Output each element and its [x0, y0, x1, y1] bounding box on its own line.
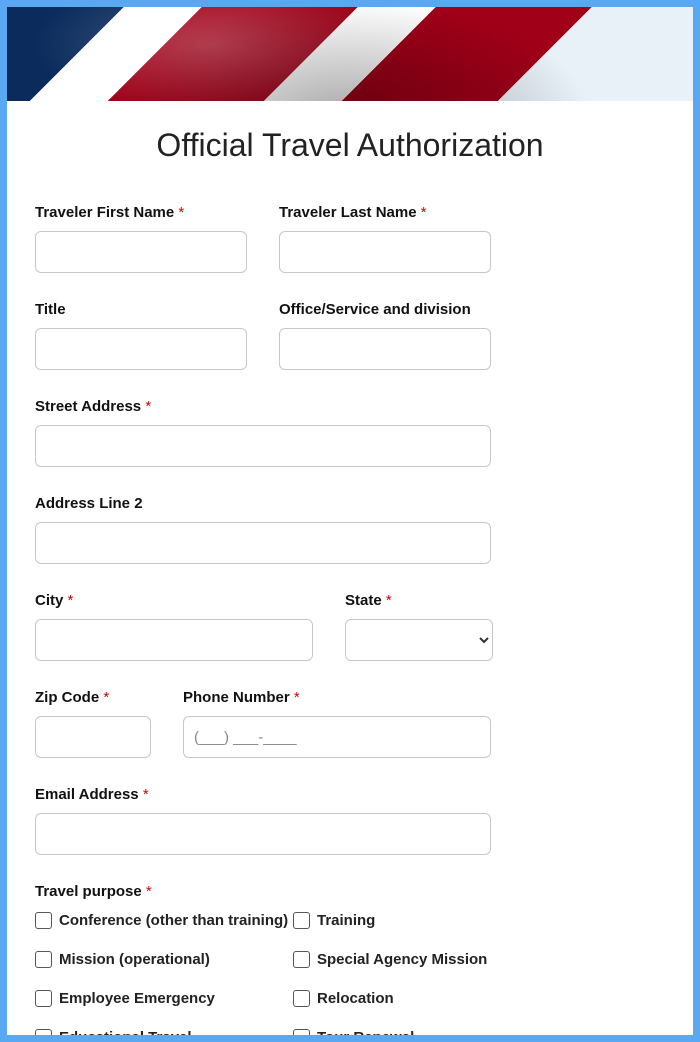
- office-input[interactable]: [279, 328, 491, 370]
- purpose-checkbox[interactable]: [35, 990, 52, 1007]
- form-content: Official Travel Authorization Traveler F…: [7, 101, 693, 1035]
- purpose-checkbox[interactable]: [293, 1029, 310, 1035]
- purpose-checkbox[interactable]: [35, 1029, 52, 1035]
- purpose-option[interactable]: Tour Renewal: [293, 1029, 665, 1035]
- purpose-option[interactable]: Employee Emergency: [35, 990, 293, 1007]
- purpose-checkbox[interactable]: [293, 990, 310, 1007]
- purpose-checkbox[interactable]: [35, 951, 52, 968]
- purpose-option[interactable]: Relocation: [293, 990, 665, 1007]
- zip-input[interactable]: [35, 716, 151, 758]
- page-title: Official Travel Authorization: [35, 127, 665, 164]
- street-label: Street Address *: [35, 398, 491, 415]
- header-banner-flag: [7, 7, 693, 101]
- purpose-option[interactable]: Mission (operational): [35, 951, 293, 968]
- form-frame: Official Travel Authorization Traveler F…: [0, 0, 700, 1042]
- city-label: City *: [35, 592, 313, 609]
- first-name-label: Traveler First Name *: [35, 204, 247, 221]
- address2-label: Address Line 2: [35, 495, 491, 512]
- last-name-input[interactable]: [279, 231, 491, 273]
- purpose-option[interactable]: Special Agency Mission: [293, 951, 665, 968]
- travel-purpose-group: Conference (other than training) Trainin…: [35, 912, 665, 1035]
- office-label: Office/Service and division: [279, 301, 491, 318]
- purpose-option[interactable]: Educational Travel: [35, 1029, 293, 1035]
- person-title-label: Title: [35, 301, 247, 318]
- state-select[interactable]: [345, 619, 493, 661]
- address2-input[interactable]: [35, 522, 491, 564]
- phone-label: Phone Number *: [183, 689, 491, 706]
- phone-input[interactable]: [183, 716, 491, 758]
- email-label: Email Address *: [35, 786, 491, 803]
- purpose-checkbox[interactable]: [35, 912, 52, 929]
- person-title-input[interactable]: [35, 328, 247, 370]
- zip-label: Zip Code *: [35, 689, 151, 706]
- travel-purpose-label: Travel purpose *: [35, 883, 665, 900]
- first-name-input[interactable]: [35, 231, 247, 273]
- street-input[interactable]: [35, 425, 491, 467]
- state-label: State *: [345, 592, 493, 609]
- purpose-option[interactable]: Conference (other than training): [35, 912, 293, 929]
- last-name-label: Traveler Last Name *: [279, 204, 491, 221]
- purpose-checkbox[interactable]: [293, 912, 310, 929]
- email-input[interactable]: [35, 813, 491, 855]
- purpose-option[interactable]: Training: [293, 912, 665, 929]
- city-input[interactable]: [35, 619, 313, 661]
- purpose-checkbox[interactable]: [293, 951, 310, 968]
